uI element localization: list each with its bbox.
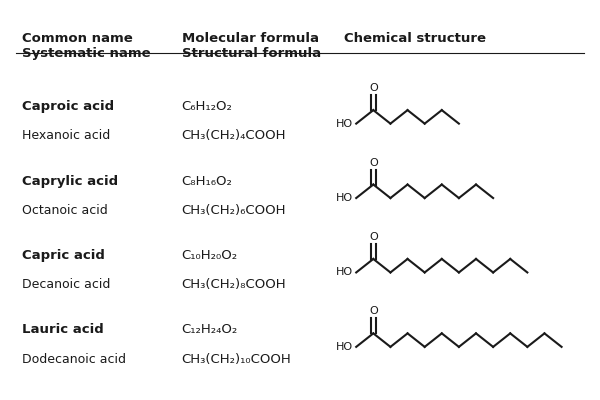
Text: Decanoic acid: Decanoic acid <box>22 278 110 291</box>
Text: C₈H₁₆O₂: C₈H₁₆O₂ <box>182 174 233 188</box>
Text: Hexanoic acid: Hexanoic acid <box>22 130 110 142</box>
Text: Molecular formula
Structural formula: Molecular formula Structural formula <box>182 32 321 60</box>
Text: Common name
Systematic name: Common name Systematic name <box>22 32 151 60</box>
Text: C₁₂H₂₄O₂: C₁₂H₂₄O₂ <box>182 323 238 336</box>
Text: Dodecanoic acid: Dodecanoic acid <box>22 353 126 366</box>
Text: O: O <box>369 158 377 168</box>
Text: Capric acid: Capric acid <box>22 249 105 262</box>
Text: HO: HO <box>336 119 353 129</box>
Text: Caproic acid: Caproic acid <box>22 100 114 113</box>
Text: Caprylic acid: Caprylic acid <box>22 174 118 188</box>
Text: HO: HO <box>336 268 353 278</box>
Text: O: O <box>369 232 377 242</box>
Text: CH₃(CH₂)₈COOH: CH₃(CH₂)₈COOH <box>182 278 286 291</box>
Text: HO: HO <box>336 193 353 203</box>
Text: C₆H₁₂O₂: C₆H₁₂O₂ <box>182 100 233 113</box>
Text: O: O <box>369 306 377 316</box>
Text: Octanoic acid: Octanoic acid <box>22 204 107 217</box>
Text: C₁₀H₂₀O₂: C₁₀H₂₀O₂ <box>182 249 238 262</box>
Text: Lauric acid: Lauric acid <box>22 323 104 336</box>
Text: Chemical structure: Chemical structure <box>344 32 487 44</box>
Text: CH₃(CH₂)₁₀COOH: CH₃(CH₂)₁₀COOH <box>182 353 292 366</box>
Text: CH₃(CH₂)₆COOH: CH₃(CH₂)₆COOH <box>182 204 286 217</box>
Text: HO: HO <box>336 342 353 352</box>
Text: CH₃(CH₂)₄COOH: CH₃(CH₂)₄COOH <box>182 130 286 142</box>
Text: O: O <box>369 83 377 93</box>
